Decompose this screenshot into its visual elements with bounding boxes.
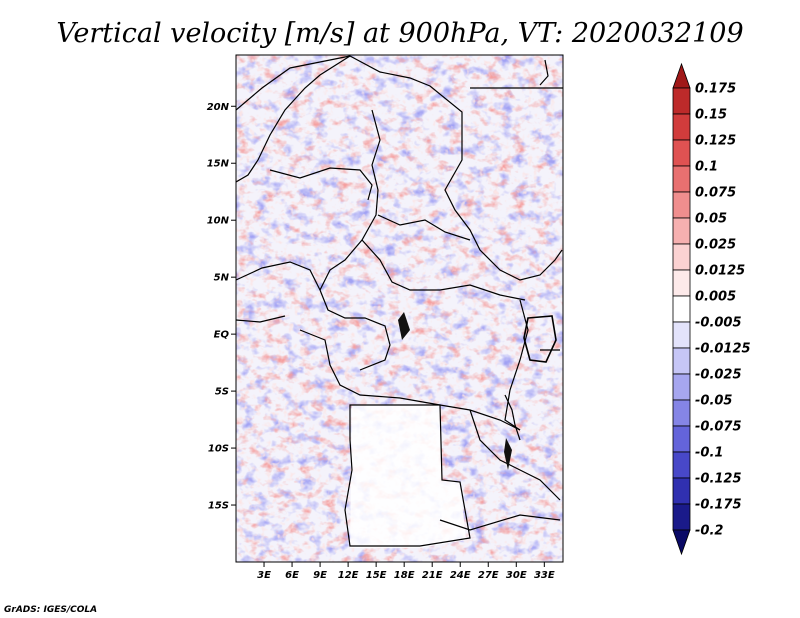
credit-label: GrADS: IGES/COLA [4, 605, 97, 615]
colorbar-swatch [672, 113, 691, 141]
colorbar-label: 0.075 [695, 186, 736, 201]
colorbar-label: -0.025 [695, 368, 742, 383]
colorbar-label: -0.075 [695, 420, 742, 435]
colorbar-label: -0.05 [695, 394, 732, 409]
map-frame [235, 54, 564, 563]
colorbar-swatch [672, 477, 691, 505]
colorbar-swatch [672, 451, 691, 479]
colorbar-bottom-arrow [672, 529, 691, 556]
lat-tick-label: 15N [207, 159, 230, 170]
lat-tick-label: 5N [214, 273, 230, 284]
lat-tick-label: EQ [214, 330, 230, 341]
colorbar-swatch [672, 87, 691, 115]
colorbar-swatch [672, 243, 691, 271]
colorbar-swatch [672, 165, 691, 193]
lon-tick-label: 15E [366, 570, 387, 581]
colorbar-label: 0.175 [695, 82, 736, 97]
colorbar-label: -0.2 [695, 524, 723, 539]
lon-tick-label: 33E [534, 570, 555, 581]
lat-tick-label: 20N [207, 102, 230, 113]
lon-tick-label: 3E [257, 570, 271, 581]
lon-tick-label: 24E [450, 570, 471, 581]
lat-tick-label: 5S [215, 387, 229, 398]
colorbar: 0.175 0.15 0.125 0.1 0.075 0.05 0.025 0.0125 0.0… [672, 62, 751, 556]
lat-tick-label: 10S [208, 444, 229, 455]
lat-tick-label: 10N [207, 216, 230, 227]
colorbar-swatch [672, 425, 691, 453]
lon-tick-label: 21E [422, 570, 443, 581]
lakes [398, 312, 557, 470]
lat-tick-label: 15S [208, 501, 229, 512]
lon-tick-label: 30E [506, 570, 527, 581]
plot-title: Vertical velocity [m/s] at 900hPa, VT: 2… [56, 18, 743, 49]
colorbar-label: 0.15 [695, 108, 727, 123]
colorbar-label: 0.05 [695, 212, 727, 227]
colorbar-label: -0.175 [695, 498, 742, 513]
lon-tick-label: 27E [478, 570, 499, 581]
longitude-axis: 3E 6E 9E 12E 15E 18E 21E 24E 27E 30E 33E [257, 562, 555, 581]
colorbar-swatch [672, 321, 691, 349]
colorbar-swatch [672, 139, 691, 167]
colorbar-label: -0.125 [695, 472, 742, 487]
colorbar-label: -0.0125 [695, 342, 751, 357]
colorbar-swatch [672, 347, 691, 375]
colorbar-label: 0.025 [695, 238, 736, 253]
lon-tick-label: 9E [313, 570, 327, 581]
vertical-velocity-field [236, 55, 563, 562]
colorbar-label: 0.0125 [695, 264, 745, 279]
colorbar-swatch [672, 503, 691, 531]
colorbar-swatch [672, 191, 691, 219]
lon-tick-label: 6E [285, 570, 299, 581]
latitude-axis: 20N 15N 10N 5N EQ 5S 10S 15S [207, 102, 236, 512]
colorbar-label: -0.005 [695, 316, 742, 331]
colorbar-label: -0.1 [695, 446, 723, 461]
colorbar-label: 0.125 [695, 134, 736, 149]
lon-tick-label: 18E [394, 570, 415, 581]
colorbar-swatch [672, 217, 691, 245]
colorbar-top-arrow [672, 62, 691, 89]
colorbar-swatch [672, 399, 691, 427]
colorbar-label: 0.1 [695, 160, 718, 175]
colorbar-swatch [672, 295, 691, 323]
country-borders [236, 55, 563, 547]
lon-tick-label: 12E [338, 570, 359, 581]
colorbar-swatch [672, 269, 691, 297]
colorbar-swatch [672, 373, 691, 401]
colorbar-label: 0.005 [695, 290, 736, 305]
